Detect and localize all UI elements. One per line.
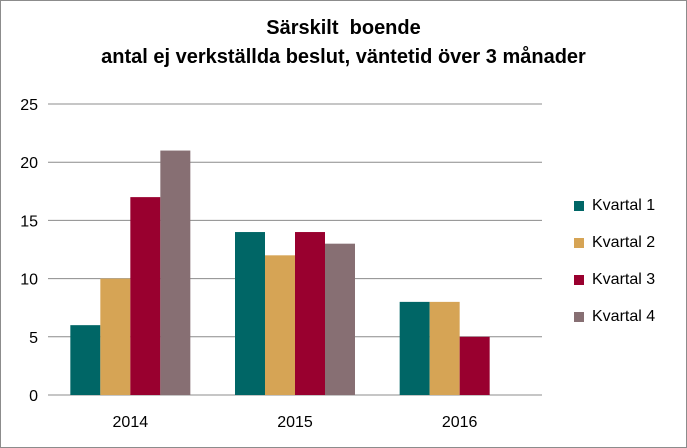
chart-legend: Kvartal 1 Kvartal 2 Kvartal 3 Kvartal 4 xyxy=(574,197,655,345)
legend-label-kvartal-4: Kvartal 4 xyxy=(592,308,656,325)
legend-item-kvartal-4: Kvartal 4 xyxy=(574,308,655,326)
chart-title-line-1: Särskilt boende xyxy=(266,17,421,39)
chart-title: Särskilt boende antal ej verkställda bes… xyxy=(0,14,687,72)
bar-2014-kvartal-4 xyxy=(160,150,191,395)
bar-2015-kvartal-3 xyxy=(295,232,325,395)
x-tick-label-2015: 2015 xyxy=(277,414,313,431)
legend-swatch-kvartal-1 xyxy=(574,201,584,211)
legend-swatch-kvartal-4 xyxy=(574,312,584,322)
x-tick-label-2014: 2014 xyxy=(113,414,149,431)
legend-label-kvartal-3: Kvartal 3 xyxy=(592,271,656,288)
legend-item-kvartal-3: Kvartal 3 xyxy=(574,271,655,289)
y-tick-label-0: 0 xyxy=(29,388,38,405)
y-tick-label-25: 25 xyxy=(20,97,38,114)
bar-2014-kvartal-1 xyxy=(70,325,101,395)
legend-swatch-kvartal-2 xyxy=(574,238,584,248)
x-tick-label-2016: 2016 xyxy=(442,414,478,431)
legend-item-kvartal-2: Kvartal 2 xyxy=(574,234,655,252)
legend-swatch-kvartal-3 xyxy=(574,275,584,285)
bar-2016-kvartal-1 xyxy=(399,301,430,395)
legend-label-kvartal-2: Kvartal 2 xyxy=(592,234,656,251)
chart-title-line-2: antal ej verkställda beslut, väntetid öv… xyxy=(101,46,586,68)
y-tick-label-5: 5 xyxy=(29,330,38,347)
bar-2016-kvartal-2 xyxy=(429,301,460,395)
y-tick-label-15: 15 xyxy=(20,213,38,230)
legend-item-kvartal-1: Kvartal 1 xyxy=(574,197,655,215)
bar-2014-kvartal-3 xyxy=(130,197,161,395)
y-tick-label-10: 10 xyxy=(20,272,38,289)
bar-2015-kvartal-1 xyxy=(235,232,265,395)
bar-2015-kvartal-4 xyxy=(325,243,355,395)
bar-2014-kvartal-2 xyxy=(100,278,131,395)
bar-2015-kvartal-2 xyxy=(265,255,295,395)
legend-label-kvartal-1: Kvartal 1 xyxy=(592,197,656,214)
bar-2016-kvartal-3 xyxy=(459,336,490,395)
y-tick-label-20: 20 xyxy=(20,155,38,172)
